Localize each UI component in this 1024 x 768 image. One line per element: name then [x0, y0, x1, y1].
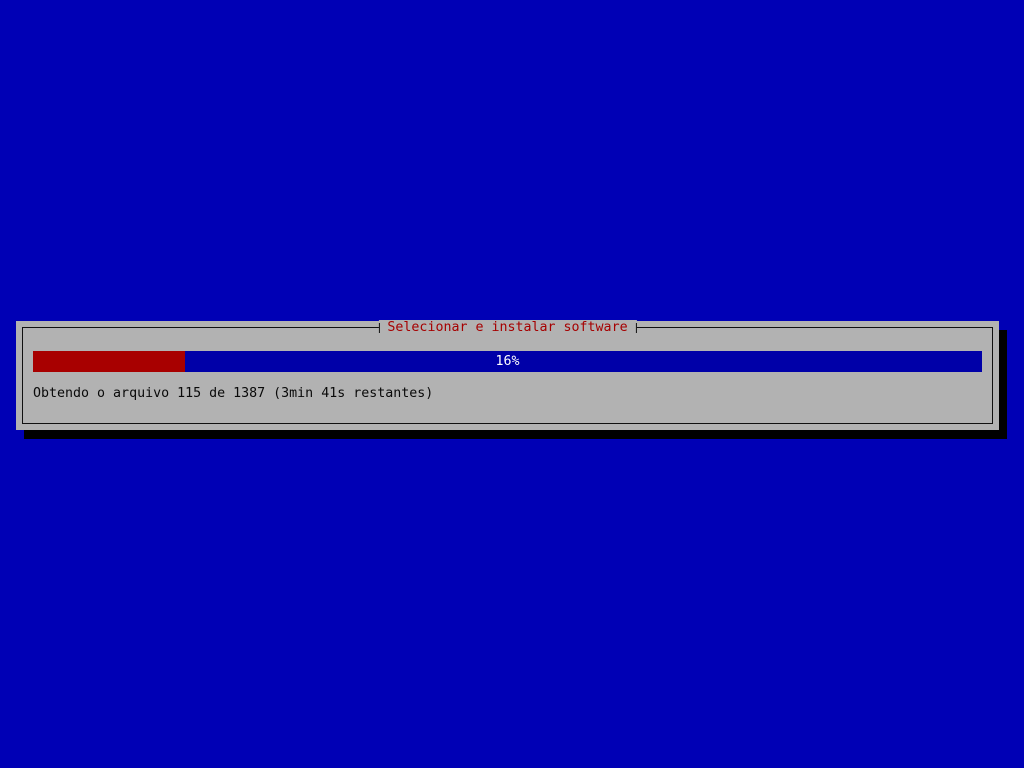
- dialog-title-row: Selecionar e instalar software: [378, 320, 637, 336]
- dialog-frame: Selecionar e instalar software 16% Obten…: [22, 320, 993, 424]
- progress-percent-label: 16%: [495, 354, 520, 369]
- title-left-tick-icon: [378, 323, 380, 333]
- progress-bar-fill: [33, 351, 185, 372]
- progress-bar: 16%: [33, 351, 982, 372]
- status-text: Obtendo o arquivo 115 de 1387 (3min 41s …: [33, 386, 434, 401]
- progress-dialog: Selecionar e instalar software 16% Obten…: [16, 320, 999, 430]
- dialog-title: Selecionar e instalar software: [387, 320, 628, 335]
- title-right-tick-icon: [635, 323, 637, 333]
